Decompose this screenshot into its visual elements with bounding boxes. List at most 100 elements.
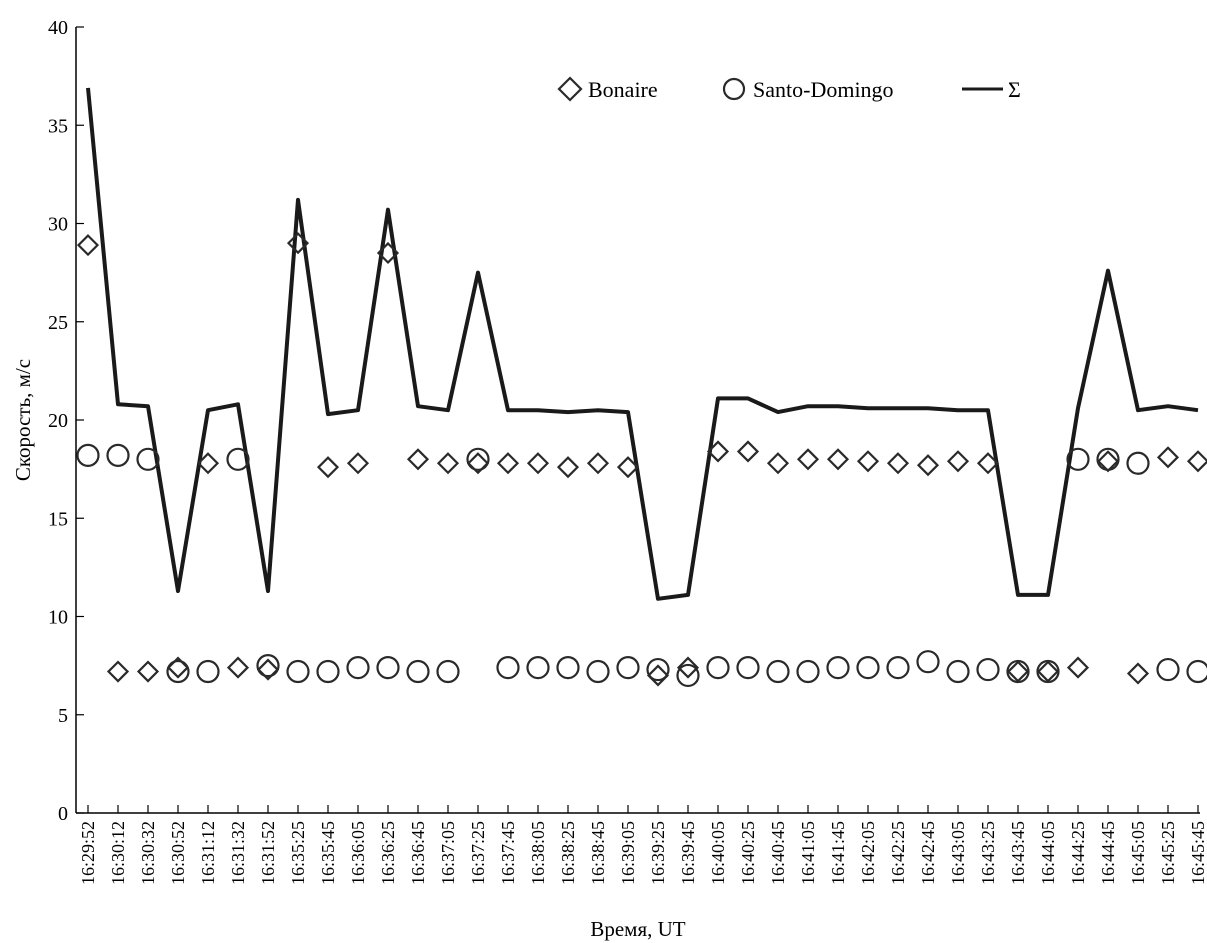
data-point-bonaire — [226, 656, 250, 679]
x-axis-title: Время, UT — [590, 917, 685, 941]
data-point-bonaire — [436, 452, 460, 475]
x-tick-label: 16:45:45 — [1188, 821, 1207, 885]
data-point-bonaire — [856, 450, 880, 473]
x-tick-label: 16:37:25 — [468, 821, 488, 885]
x-tick-label: 16:30:12 — [108, 821, 128, 885]
x-tick-label: 16:45:25 — [1158, 821, 1178, 885]
series-sum — [86, 87, 1199, 601]
data-point-santo-domingo — [616, 655, 640, 680]
data-point-bonaire — [556, 456, 580, 479]
data-point-santo-domingo — [346, 655, 370, 680]
x-tick-label: 16:38:25 — [558, 821, 578, 885]
legend-marker-santo-domingo — [722, 77, 746, 101]
x-tick-label: 16:44:05 — [1038, 821, 1058, 885]
data-point-santo-domingo — [586, 659, 610, 684]
y-axis-title: Скорость, м/с — [11, 359, 35, 481]
x-tick-label: 16:43:25 — [978, 821, 998, 885]
x-tick-label: 16:39:45 — [678, 821, 698, 885]
y-tick-label: 15 — [48, 508, 68, 530]
y-tick-label: 10 — [48, 607, 68, 629]
data-point-bonaire — [526, 452, 550, 475]
legend-marker-bonaire — [557, 76, 583, 102]
y-tick-label: 25 — [48, 312, 68, 334]
x-tick-label: 16:37:45 — [498, 821, 518, 885]
x-tick-label: 16:36:25 — [378, 821, 398, 885]
data-point-bonaire — [496, 452, 520, 475]
x-tick-label: 16:35:45 — [318, 821, 338, 885]
data-point-bonaire — [316, 456, 340, 479]
data-point-santo-domingo — [946, 659, 970, 684]
data-point-bonaire — [1066, 656, 1090, 679]
x-tick-label: 16:36:05 — [348, 821, 368, 885]
x-tick-label: 16:42:45 — [918, 821, 938, 885]
data-point-bonaire — [196, 452, 220, 475]
data-point-santo-domingo — [376, 655, 400, 680]
legend: Bonaire Santo-Domingo Σ — [557, 76, 1021, 102]
data-point-bonaire — [736, 440, 760, 463]
data-point-santo-domingo — [1126, 451, 1150, 475]
data-point-bonaire — [796, 448, 820, 471]
x-tick-label: 16:41:05 — [798, 821, 818, 885]
data-point-santo-domingo — [436, 659, 460, 684]
data-point-bonaire — [406, 448, 430, 471]
data-point-santo-domingo — [496, 655, 520, 680]
data-point-bonaire — [76, 234, 100, 257]
x-tick-label: 16:37:05 — [438, 821, 458, 885]
x-tick-label: 16:35:25 — [288, 821, 308, 885]
legend-label-sum: Σ — [1008, 77, 1021, 102]
x-tick-label: 16:43:45 — [1008, 821, 1028, 885]
y-axis-ticks: 0 5 10 15 20 25 30 35 40 — [48, 17, 84, 825]
data-point-santo-domingo — [796, 659, 820, 684]
data-point-bonaire — [376, 241, 400, 265]
y-tick-label: 20 — [48, 410, 68, 432]
data-point-santo-domingo — [556, 655, 580, 680]
data-point-bonaire — [1156, 446, 1180, 469]
data-point-santo-domingo — [916, 650, 940, 674]
x-tick-label: 16:45:05 — [1128, 821, 1148, 885]
y-tick-label: 30 — [48, 214, 68, 236]
x-tick-label: 16:36:45 — [408, 821, 428, 885]
x-tick-label: 16:42:05 — [858, 821, 878, 885]
data-point-santo-domingo — [136, 447, 160, 471]
x-tick-label: 16:30:52 — [168, 821, 188, 885]
data-point-santo-domingo — [646, 657, 670, 682]
data-point-santo-domingo — [886, 655, 910, 680]
data-point-bonaire — [766, 452, 790, 475]
x-tick-label: 16:43:05 — [948, 821, 968, 885]
data-point-santo-domingo — [1156, 657, 1180, 682]
data-point-santo-domingo — [256, 654, 280, 678]
data-point-santo-domingo — [1096, 447, 1120, 471]
data-point-santo-domingo — [196, 659, 220, 684]
data-point-bonaire — [976, 452, 1000, 475]
data-point-bonaire — [826, 448, 850, 471]
data-point-bonaire — [616, 456, 640, 479]
x-tick-label: 16:40:05 — [708, 821, 728, 885]
x-tick-label: 16:30:32 — [138, 821, 158, 885]
series-line-sum — [86, 87, 1199, 601]
x-tick-label: 16:40:25 — [738, 821, 758, 885]
x-tick-label: 16:31:32 — [228, 821, 248, 885]
legend-label-santo-domingo: Santo-Domingo — [753, 77, 894, 102]
data-point-bonaire — [916, 454, 940, 477]
data-point-santo-domingo — [1006, 659, 1030, 684]
data-point-santo-domingo — [736, 655, 760, 680]
data-point-santo-domingo — [226, 447, 250, 471]
data-point-santo-domingo — [826, 655, 850, 680]
data-point-santo-domingo — [286, 659, 310, 684]
axes — [75, 27, 1200, 814]
data-point-bonaire — [466, 452, 490, 475]
data-point-santo-domingo — [976, 657, 1000, 682]
data-point-santo-domingo — [526, 655, 550, 680]
data-point-bonaire — [586, 452, 610, 475]
data-point-santo-domingo — [856, 655, 880, 680]
data-point-santo-domingo — [1186, 659, 1207, 684]
data-point-bonaire — [286, 232, 310, 255]
x-tick-label: 16:44:45 — [1098, 821, 1118, 885]
x-tick-label: 16:44:25 — [1068, 821, 1088, 885]
y-tick-label: 40 — [48, 17, 68, 39]
series-santo-domingo — [76, 443, 1207, 688]
x-tick-label: 16:39:25 — [648, 821, 668, 885]
data-point-bonaire — [676, 656, 700, 679]
y-tick-label: 35 — [48, 115, 68, 137]
